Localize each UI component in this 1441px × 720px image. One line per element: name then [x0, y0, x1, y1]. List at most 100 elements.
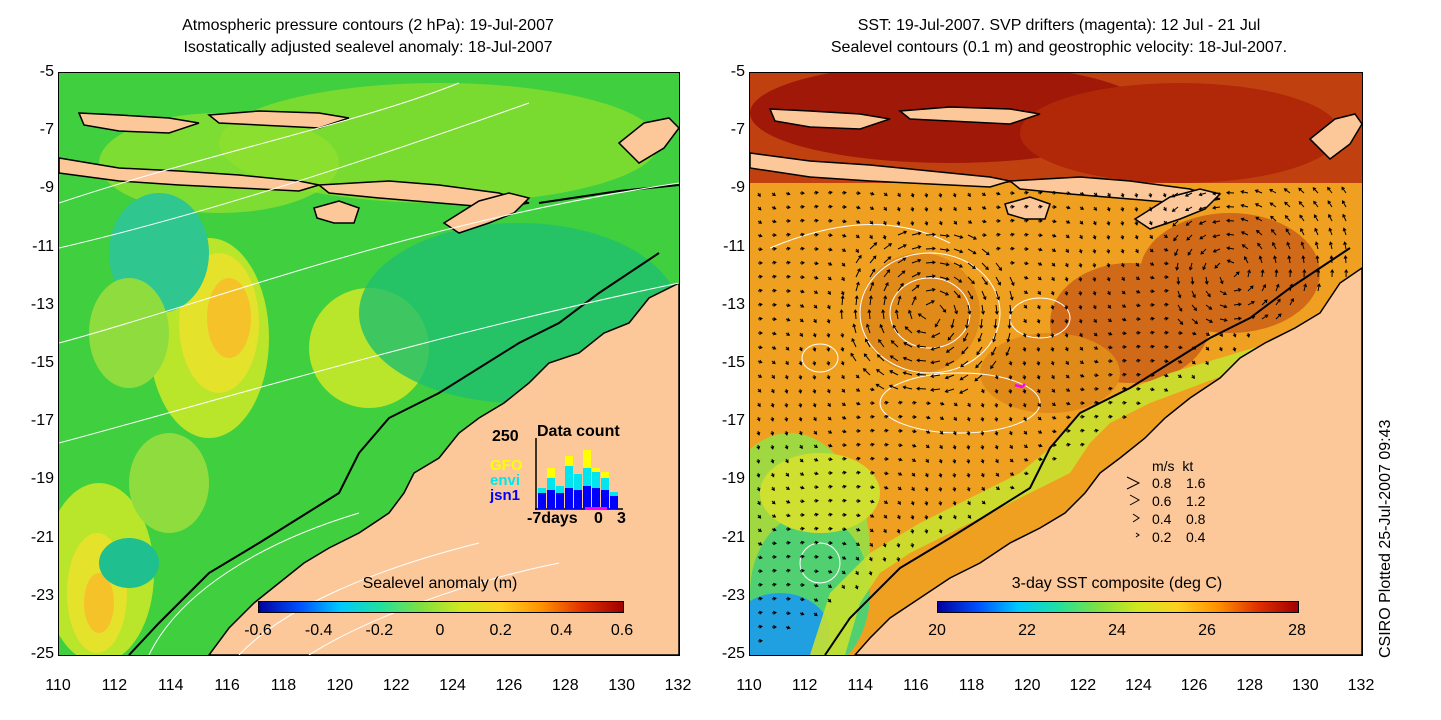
velocity-arrow: [911, 443, 917, 448]
velocity-arrow: [930, 387, 941, 392]
velocity-arrow: [799, 499, 805, 504]
velocity-arrow: [1051, 262, 1056, 267]
velocity-arrow: [931, 332, 941, 338]
velocity-arrow: [925, 260, 936, 265]
velocity-arrow: [1343, 241, 1347, 250]
velocity-arrow: [1107, 290, 1111, 296]
velocity-arrow: [911, 245, 922, 250]
velocity-arrow: [1092, 262, 1097, 268]
velocity-arrow: [952, 514, 957, 520]
velocity-arrow: [1051, 233, 1057, 238]
velocity-arrow: [1051, 190, 1057, 195]
velocity-arrow: [980, 458, 985, 464]
velocity-arrow: [1219, 318, 1228, 322]
right-xtick-label: 122: [1069, 677, 1097, 694]
velocity-arrow: [953, 290, 961, 299]
velocity-arrow: [841, 262, 846, 267]
velocity-arrow: [908, 309, 913, 320]
velocity-arrow: [757, 514, 762, 519]
velocity-arrow: [771, 610, 777, 615]
velocity-arrow: [995, 232, 1001, 237]
velocity-arrow: [1065, 388, 1071, 392]
velocity-arrow: [771, 514, 777, 518]
velocity-arrow: [770, 472, 775, 478]
velocity-arrow: [1037, 290, 1041, 296]
velocity-arrow: [911, 258, 922, 264]
velocity-arrow: [827, 457, 833, 462]
velocity-arrow: [938, 514, 943, 520]
velocity-arrow: [1007, 318, 1012, 329]
velocity-arrow: [756, 472, 761, 478]
velocity-arrow: [827, 233, 833, 238]
velocity-arrow: [756, 416, 761, 422]
velocity-arrow: [1149, 358, 1155, 363]
velocity-legend-header: m/s kt: [1152, 458, 1194, 474]
velocity-arrow: [855, 268, 861, 278]
velocity-arrow: [1079, 414, 1085, 419]
velocity-arrow: [785, 332, 791, 336]
velocity-arrow: [1093, 414, 1099, 419]
velocity-arrow: [812, 402, 817, 408]
velocity-arrow: [855, 484, 861, 489]
velocity-arrow: [799, 554, 805, 559]
velocity-arrow: [1191, 374, 1195, 380]
velocity-arrow: [841, 415, 847, 420]
velocity-arrow: [869, 242, 878, 250]
velocity-arrow: [881, 309, 886, 320]
velocity-arrow: [981, 205, 987, 210]
right-ytick-label: -7: [730, 121, 745, 139]
velocity-arrow: [840, 360, 845, 366]
velocity-arrow: [1232, 332, 1237, 338]
velocity-arrow: [1233, 288, 1242, 292]
velocity-arrow: [953, 402, 958, 407]
velocity-arrow: [826, 304, 831, 310]
velocity-arrow: [1065, 428, 1071, 433]
velocity-arrow: [771, 346, 777, 350]
sealevel-anomaly-map[interactable]: [58, 72, 680, 656]
velocity-arrow: [869, 191, 875, 196]
velocity-arrow: [1121, 317, 1127, 322]
velocity-arrow: [1093, 428, 1099, 433]
velocity-arrow: [938, 206, 943, 212]
velocity-arrow: [1134, 206, 1139, 212]
velocity-arrow: [1050, 304, 1055, 310]
velocity-arrow: [1247, 315, 1256, 320]
velocity-arrow: [1037, 204, 1043, 209]
velocity-arrow: [1009, 232, 1015, 237]
velocity-arrow: [910, 514, 915, 520]
velocity-arrow: [827, 190, 833, 195]
velocity-arrow: [897, 414, 903, 419]
velocity-arrow: [1205, 318, 1214, 323]
velocity-arrow: [1050, 290, 1055, 296]
velocity-arrow: [812, 332, 817, 338]
left-xtick-label: 128: [551, 677, 579, 694]
velocity-arrow: [1093, 400, 1099, 405]
velocity-arrow: [1092, 234, 1097, 240]
velocity-arrow: [1190, 276, 1195, 285]
velocity-arrow: [771, 360, 776, 365]
velocity-arrow: [840, 332, 845, 338]
velocity-arrow: [1106, 262, 1111, 268]
velocity-arrow: [960, 360, 969, 368]
velocity-arrow: [1037, 247, 1043, 252]
sst-map[interactable]: [749, 72, 1363, 656]
velocity-arrow: [1064, 332, 1069, 338]
velocity-arrow: [925, 274, 936, 279]
velocity-arrow: [924, 472, 929, 478]
velocity-arrow: [1023, 416, 1027, 422]
velocity-arrow: [938, 458, 943, 464]
velocity-arrow: [950, 318, 955, 329]
left-ytick-label: -5: [39, 63, 54, 80]
velocity-arrow: [785, 246, 791, 251]
velocity-legend-ms-0: 0.8: [1152, 475, 1172, 491]
sat-label-jsn1: jsn1: [490, 487, 521, 504]
velocity-arrow: [855, 205, 861, 210]
velocity-arrow: [924, 206, 929, 212]
velocity-arrow: [757, 569, 763, 574]
velocity-arrow: [1226, 218, 1235, 223]
velocity-arrow: [897, 192, 901, 198]
velocity-arrow: [771, 192, 776, 197]
velocity-arrow: [785, 472, 790, 477]
velocity-arrow: [813, 485, 819, 490]
sla-colorbar-tick: -0.4: [304, 622, 333, 639]
